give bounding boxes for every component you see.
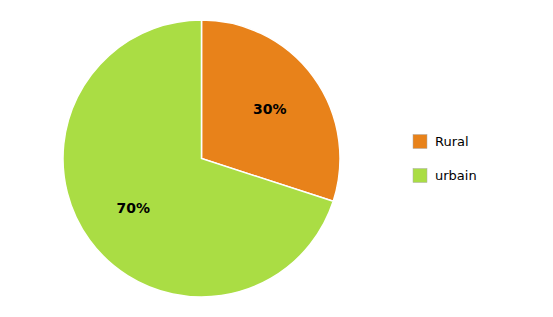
- pie-slice: [63, 20, 333, 297]
- legend: Rural urbain: [413, 134, 477, 183]
- data-label: 30%: [253, 101, 287, 117]
- data-labels: 30% 70%: [116, 101, 286, 216]
- legend-swatch: [413, 169, 427, 183]
- legend-label: urbain: [435, 168, 477, 183]
- legend-item: Rural: [413, 134, 469, 149]
- legend-item: urbain: [413, 168, 477, 183]
- chart: 30% 70% Rural urbain: [0, 0, 553, 317]
- legend-label: Rural: [435, 134, 469, 149]
- data-label: 70%: [116, 200, 150, 216]
- pie: [63, 20, 340, 297]
- legend-swatch: [413, 135, 427, 149]
